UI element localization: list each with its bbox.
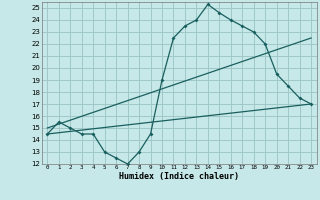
X-axis label: Humidex (Indice chaleur): Humidex (Indice chaleur) xyxy=(119,172,239,181)
